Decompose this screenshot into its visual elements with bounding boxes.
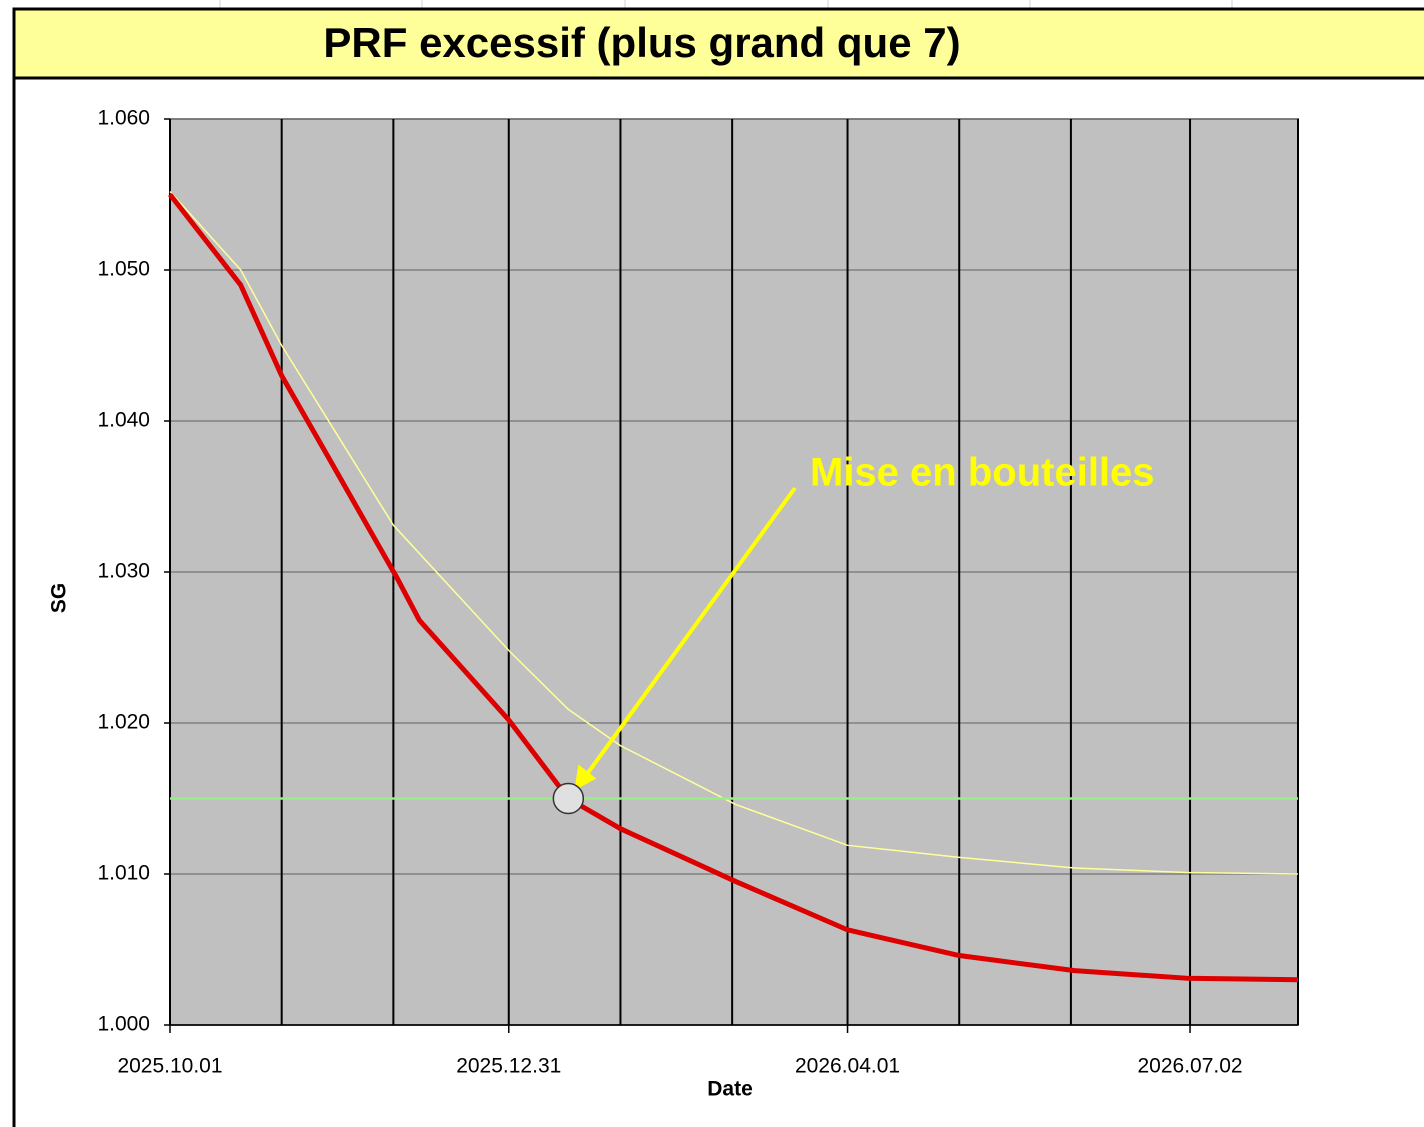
- y-axis-title: SG: [48, 583, 71, 613]
- chart-title: PRF excessif (plus grand que 7): [323, 19, 960, 66]
- y-tick-label: 1.060: [97, 107, 150, 130]
- x-tick-label: 2026.07.02: [1137, 1055, 1242, 1078]
- annotation-arrow: [580, 486, 797, 782]
- y-tick-label: 1.010: [97, 862, 150, 885]
- y-tick-label: 1.030: [97, 560, 150, 583]
- x-axis-title: Date: [707, 1078, 753, 1101]
- x-tick-label: 2025.10.01: [117, 1055, 222, 1078]
- y-tick-label: 1.020: [97, 711, 150, 734]
- y-tick-label: 1.000: [97, 1013, 150, 1036]
- series-line: [169, 190, 1299, 875]
- y-tick-label: 1.040: [97, 409, 150, 432]
- annotation-arrowhead: [574, 764, 597, 791]
- x-tick-label: 2025.12.31: [456, 1055, 561, 1078]
- y-tick-label: 1.050: [97, 258, 150, 281]
- title-bar: [12, 7, 1424, 80]
- x-tick-label: 2026.04.01: [795, 1055, 900, 1078]
- annotation-point: [552, 782, 585, 815]
- annotation-text: Mise en bouteilles: [810, 451, 1155, 495]
